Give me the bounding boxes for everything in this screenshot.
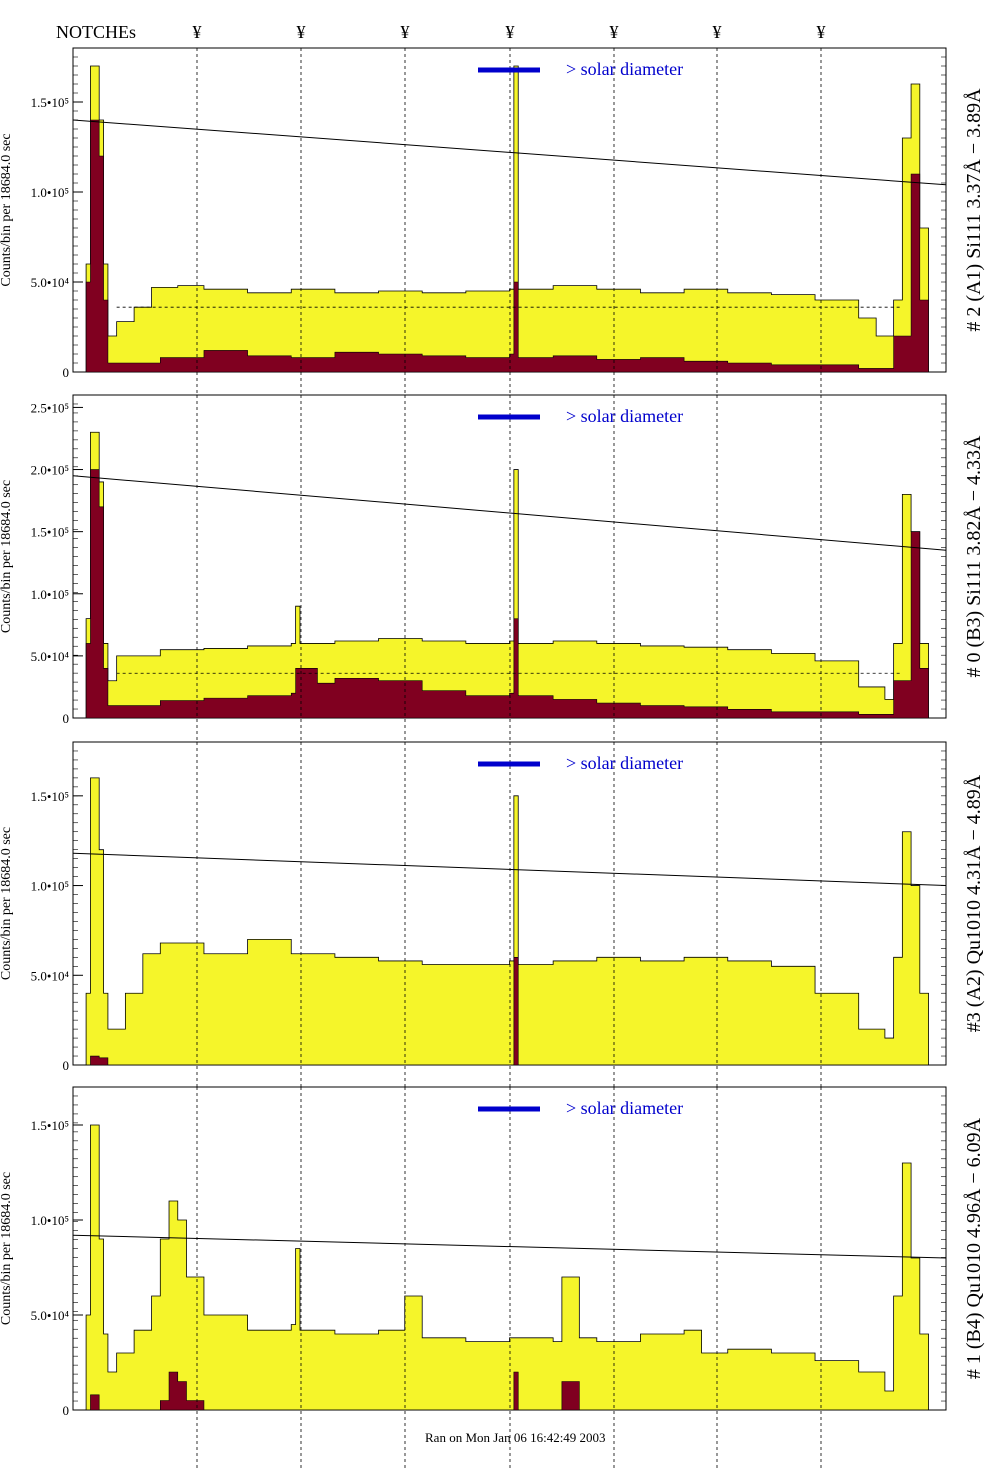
ytick-label-2-1: 5.0•10⁴	[31, 968, 70, 983]
trend-line-2	[72, 852, 947, 887]
ytick-label-1-2: 1.0•10⁵	[31, 587, 69, 602]
ylabel-0: Counts/bin per 18684.0 sec	[0, 133, 14, 286]
notch-marker-1: ¥	[297, 22, 306, 42]
legend-text-2: > solar diameter	[566, 753, 683, 773]
dark-histogram-2	[81, 957, 929, 1066]
panel-label-3: # 1 (B4) Qu1010 4.96Å − 6.09Å	[963, 1117, 985, 1379]
trend-line-1	[72, 475, 947, 551]
trend-line-0	[72, 119, 947, 186]
dark-histogram-1	[81, 469, 929, 719]
ytick-label-2-3: 1.5•10⁵	[31, 789, 69, 804]
ytick-label-3-1: 5.0•10⁴	[31, 1308, 70, 1323]
panel-label-1: # 0 (B3) Si111 3.82Å − 4.33Å	[963, 435, 985, 678]
dark-histogram-3	[81, 1371, 929, 1411]
ytick-label-0-0: 0	[63, 365, 70, 380]
ytick-label-3-0: 0	[63, 1403, 70, 1418]
notch-marker-3: ¥	[506, 22, 515, 42]
legend-text-3: > solar diameter	[566, 1098, 683, 1118]
ytick-label-3-3: 1.5•10⁵	[31, 1118, 69, 1133]
notch-marker-4: ¥	[610, 22, 619, 42]
legend-text-1: > solar diameter	[566, 406, 683, 426]
dark-histogram-0	[81, 119, 929, 373]
trend-line-3	[72, 1234, 947, 1259]
notch-marker-2: ¥	[401, 22, 410, 42]
legend-text-0: > solar diameter	[566, 59, 683, 79]
notches-label: NOTCHEs	[56, 22, 136, 42]
notch-marker-6: ¥	[817, 22, 826, 42]
ytick-label-1-1: 5.0•10⁴	[31, 649, 70, 664]
ytick-label-1-0: 0	[63, 711, 70, 726]
ytick-label-3-2: 1.0•10⁵	[31, 1213, 69, 1228]
ylabel-3: Counts/bin per 18684.0 sec	[0, 1172, 14, 1325]
ylabel-2: Counts/bin per 18684.0 sec	[0, 827, 14, 980]
notch-marker-0: ¥	[193, 22, 202, 42]
panel-label-0: # 2 (A1) Si111 3.37Å − 3.89Å	[963, 88, 985, 332]
ytick-label-1-3: 1.5•10⁵	[31, 525, 69, 540]
ytick-label-2-0: 0	[63, 1058, 70, 1073]
ytick-label-1-4: 2.0•10⁵	[31, 463, 69, 478]
ytick-label-1-5: 2.5•10⁵	[31, 400, 69, 415]
ytick-label-0-3: 1.5•10⁵	[31, 95, 69, 110]
ylabel-1: Counts/bin per 18684.0 sec	[0, 480, 14, 633]
notch-marker-5: ¥	[713, 22, 722, 42]
yellow-histogram-1	[81, 431, 929, 719]
ytick-label-0-2: 1.0•10⁵	[31, 185, 69, 200]
footer: Ran on Mon Jan 06 16:42:49 2003	[425, 1430, 606, 1445]
yellow-histogram-3	[81, 1124, 929, 1411]
ytick-label-0-1: 5.0•10⁴	[31, 275, 70, 290]
ytick-label-2-2: 1.0•10⁵	[31, 879, 69, 894]
panel-label-2: #3 (A2) Qu1010 4.31Å − 4.89Å	[963, 774, 985, 1032]
